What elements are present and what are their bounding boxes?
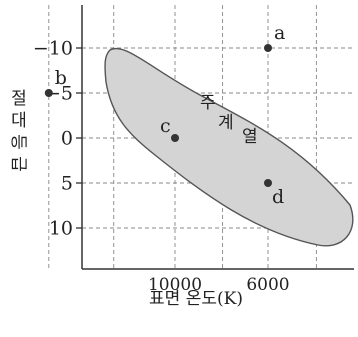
region-label-3: 열 <box>242 127 258 147</box>
point-label-b: b <box>55 67 67 89</box>
point-label-c: c <box>160 115 171 137</box>
y-tick-label: 0 <box>61 128 73 150</box>
main-sequence-band <box>104 47 354 247</box>
y-axis-label-char: 대 <box>11 111 27 131</box>
y-ticks: −10 −5 0 5 10 <box>33 38 82 240</box>
y-tick-label: −5 <box>45 83 73 105</box>
point-label-d: d <box>272 186 284 208</box>
y-tick-label: 5 <box>61 173 73 195</box>
data-points: a b c d <box>44 22 285 208</box>
y-axis-label-char: 급 <box>8 156 28 172</box>
y-tick-label: 10 <box>49 218 73 240</box>
x-tick-label: 6000 <box>246 275 289 295</box>
point-d <box>264 179 272 187</box>
region-label-1: 주 <box>200 93 216 113</box>
point-c <box>171 134 179 142</box>
point-a <box>264 44 272 52</box>
x-tick-label: 10000 <box>148 275 202 295</box>
region-label-2: 계 <box>218 113 234 133</box>
y-tick-label: −10 <box>33 38 73 60</box>
x-ticks: 10000 6000 <box>148 275 290 295</box>
x-axis-label: 표면 온도(K) <box>149 289 243 309</box>
y-axis-label-char: 절 <box>11 89 27 109</box>
point-label-a: a <box>274 22 285 44</box>
point-b <box>44 89 53 97</box>
y-axis-label-char: 등 <box>8 134 28 150</box>
